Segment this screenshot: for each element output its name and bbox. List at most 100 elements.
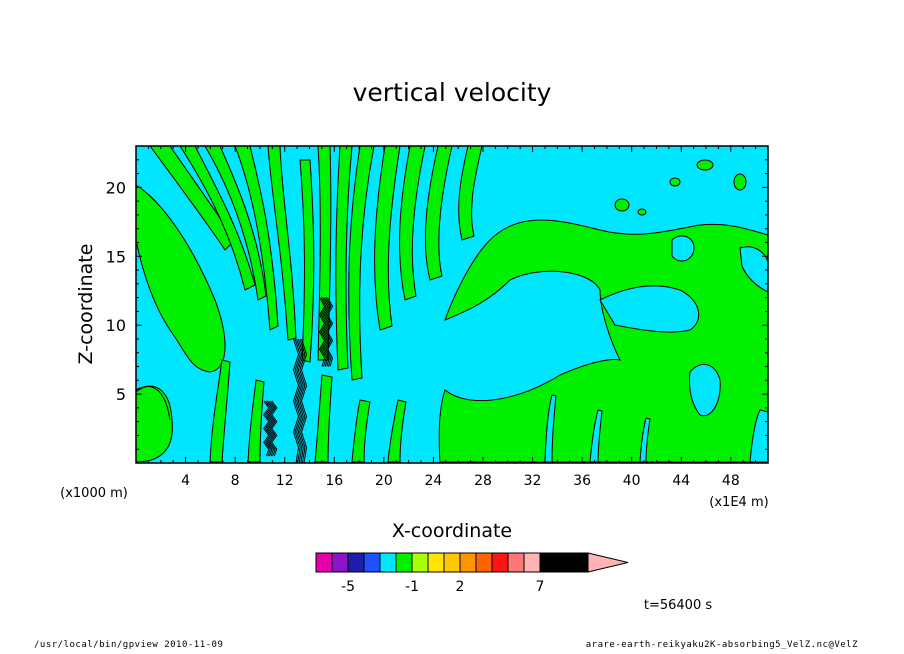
downdraft-region bbox=[739, 246, 768, 293]
contour-line bbox=[266, 400, 273, 457]
contour-line bbox=[269, 400, 276, 457]
updraft-region bbox=[234, 146, 279, 331]
updraft-region bbox=[179, 146, 256, 291]
colorbar-segment bbox=[379, 552, 397, 573]
updraft-region bbox=[149, 146, 236, 251]
updraft-region bbox=[669, 177, 681, 187]
contour-line bbox=[294, 338, 301, 463]
contour-line bbox=[322, 297, 329, 367]
contour-line bbox=[267, 400, 275, 457]
time-label: t=56400 s bbox=[644, 598, 712, 613]
contour-cluster bbox=[263, 297, 334, 463]
colorbar-segment bbox=[395, 552, 413, 573]
contour-line bbox=[320, 297, 327, 367]
x-tick-label: 32 bbox=[524, 473, 542, 489]
colorbar-tick-label: -5 bbox=[341, 579, 355, 595]
x-tick-label: 12 bbox=[276, 473, 294, 489]
updraft-region bbox=[424, 146, 453, 281]
x-tick-label: 48 bbox=[722, 473, 740, 489]
colorbar-segment bbox=[523, 552, 541, 573]
colorbar-segment bbox=[363, 552, 381, 573]
contour-line bbox=[264, 400, 271, 457]
footer-right: arare-earth-reikyaku2K-absorbing5_VelZ.n… bbox=[585, 640, 858, 650]
x-axis-label: X-coordinate bbox=[392, 520, 512, 542]
x-tick-label: 20 bbox=[375, 473, 393, 489]
colorbar-tick-label: 2 bbox=[456, 579, 465, 595]
colorbar-arrow bbox=[587, 552, 629, 573]
colorbar-segment bbox=[507, 552, 525, 573]
updraft-region bbox=[399, 146, 426, 301]
y-tick-label: 15 bbox=[106, 247, 126, 266]
x-scale-note: (x1E4 m) bbox=[709, 495, 768, 510]
colorbar-segment bbox=[539, 552, 557, 573]
updraft-region bbox=[733, 173, 747, 191]
y-tick-label: 10 bbox=[106, 316, 126, 335]
colorbar: -5 -1 2 7 bbox=[315, 552, 629, 595]
footer-left: /usr/local/bin/gpview 2010-11-09 bbox=[34, 640, 224, 650]
updraft-region bbox=[637, 208, 647, 216]
colorbar-segment bbox=[331, 552, 349, 573]
contour-line bbox=[296, 338, 303, 463]
colorbar-segment bbox=[491, 552, 509, 573]
x-tick-label: 24 bbox=[424, 473, 442, 489]
colorbar-segment bbox=[475, 552, 493, 573]
contour-line bbox=[263, 400, 270, 457]
x-tick-label: 4 bbox=[181, 473, 190, 489]
downdraft-region bbox=[671, 235, 695, 262]
downdraft-region bbox=[589, 409, 603, 463]
colorbar-tick-label: 7 bbox=[536, 579, 545, 595]
plot-area bbox=[136, 146, 768, 463]
updraft-region bbox=[351, 399, 371, 463]
downdraft-region bbox=[639, 417, 651, 463]
downdraft-region bbox=[689, 364, 721, 417]
y-tick-label: 5 bbox=[116, 385, 126, 404]
colorbar-segment bbox=[459, 552, 477, 573]
x-tick-label: 8 bbox=[231, 473, 240, 489]
x-tick-label: 40 bbox=[623, 473, 641, 489]
updraft-region bbox=[458, 146, 483, 241]
x-tick-label: 44 bbox=[672, 473, 690, 489]
colorbar-segment bbox=[427, 552, 445, 573]
updraft-region bbox=[374, 146, 401, 331]
updraft-region bbox=[267, 146, 297, 341]
x-axis: 4 8 12 16 20 24 28 32 36 40 44 48 bbox=[147, 146, 757, 489]
contour-line bbox=[323, 297, 330, 367]
y-scale-note: (x1000 m) bbox=[60, 486, 128, 501]
downdraft-region bbox=[599, 285, 700, 333]
y-tick-label: 20 bbox=[106, 178, 126, 197]
x-tick-label: 36 bbox=[573, 473, 591, 489]
x-tick-label: 16 bbox=[325, 473, 343, 489]
colorbar-segment bbox=[411, 552, 429, 573]
downdraft-region bbox=[749, 409, 768, 463]
updraft-region bbox=[387, 399, 407, 463]
contour-line bbox=[297, 338, 304, 463]
updraft-region bbox=[314, 374, 333, 463]
updraft-region bbox=[204, 146, 267, 301]
updraft-region bbox=[614, 198, 630, 212]
updraft-region bbox=[348, 146, 375, 381]
updraft-region bbox=[247, 379, 265, 463]
colorbar-segment bbox=[347, 552, 365, 573]
updraft-region bbox=[299, 159, 315, 363]
colorbar-segment bbox=[443, 552, 461, 573]
contour-line bbox=[300, 338, 308, 463]
contour-line bbox=[271, 400, 278, 457]
contour-line bbox=[299, 338, 306, 463]
updraft-region bbox=[136, 184, 226, 373]
y-axis: 5 10 15 20 bbox=[106, 159, 768, 450]
updraft-region bbox=[696, 159, 714, 171]
updraft-region bbox=[335, 146, 353, 371]
y-axis-label: Z-coordinate bbox=[75, 244, 97, 365]
updraft-region bbox=[209, 359, 231, 463]
x-tick-label: 28 bbox=[474, 473, 492, 489]
contour-line bbox=[318, 297, 326, 367]
contour-line bbox=[325, 297, 332, 367]
colorbar-segment bbox=[315, 552, 333, 573]
chart-title: vertical velocity bbox=[353, 78, 552, 107]
contour-line bbox=[292, 338, 300, 463]
colorbar-tick-label: -1 bbox=[405, 579, 419, 595]
downdraft-region bbox=[544, 394, 557, 463]
contour-line bbox=[326, 297, 334, 367]
plot-frame bbox=[135, 145, 769, 464]
